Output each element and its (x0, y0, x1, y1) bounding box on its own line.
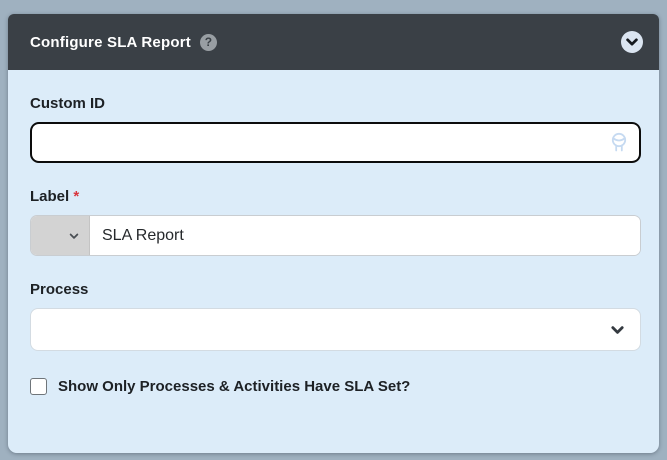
sla-filter-checkbox-label[interactable]: Show Only Processes & Activities Have SL… (58, 378, 411, 395)
label-dropdown-addon-button[interactable] (31, 216, 90, 255)
custom-id-label: Custom ID (30, 95, 105, 112)
panel-title: Configure SLA Report (30, 33, 191, 51)
configure-sla-report-panel: Configure SLA Report ? Custom ID (8, 14, 659, 453)
process-label: Process (30, 281, 89, 298)
sla-filter-checkbox[interactable] (30, 378, 47, 395)
required-marker: * (73, 188, 80, 205)
label-field-label: Label * (30, 188, 641, 205)
sla-filter-row: Show Only Processes & Activities Have SL… (30, 378, 641, 395)
label-input[interactable] (90, 216, 640, 255)
chevron-down-icon (625, 35, 639, 49)
label-input-group (30, 215, 641, 256)
label-field-label-text: Label (30, 188, 70, 205)
custom-id-input[interactable] (30, 122, 641, 163)
question-circle-icon[interactable]: ? (199, 33, 217, 51)
collapse-panel-button[interactable] (621, 31, 643, 53)
chevron-down-icon (68, 230, 80, 242)
custom-id-field-wrap (30, 122, 641, 163)
panel-body: Custom ID Label * (8, 70, 659, 453)
process-select[interactable] (30, 308, 641, 351)
panel-header: Configure SLA Report ? (8, 14, 659, 70)
process-select-wrap (30, 308, 641, 351)
